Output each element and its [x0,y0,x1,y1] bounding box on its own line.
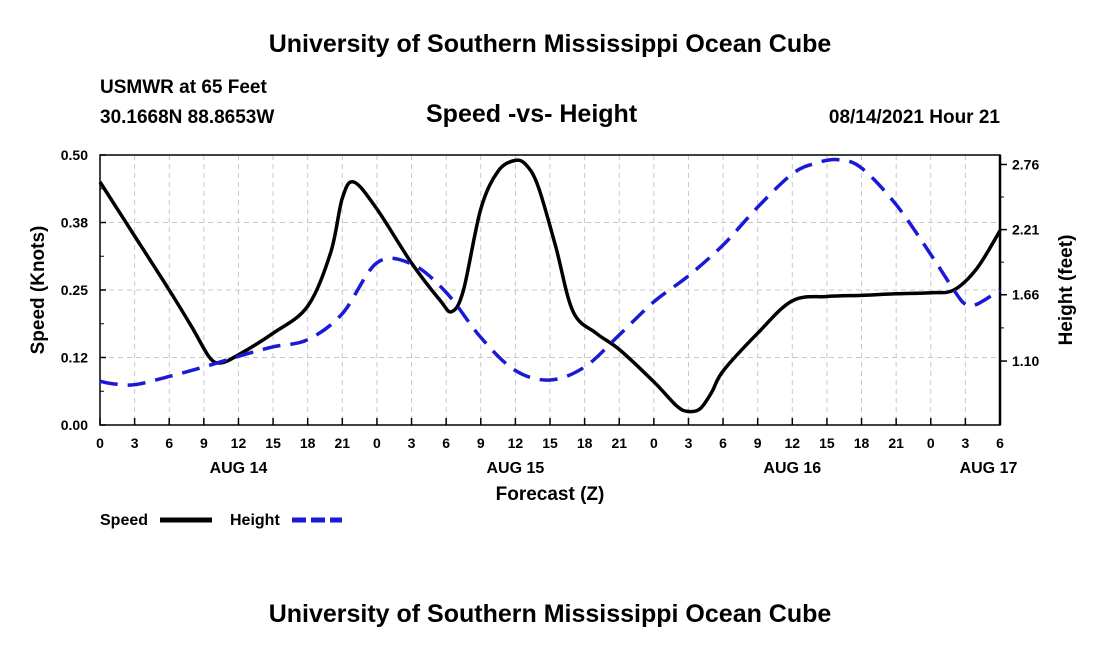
y-tick-label: 0.00 [61,417,88,433]
y2-tick-label: 1.66 [1012,287,1039,303]
x-axis-label: Forecast (Z) [496,484,605,505]
x-tick-label: 0 [650,435,658,451]
x-tick-label: 6 [165,435,173,451]
x-tick-label: 15 [542,435,558,451]
x-tick-label: 18 [854,435,870,451]
x-tick-label: 6 [719,435,727,451]
y-axis-label: Speed (Knots) [28,226,49,355]
date-label: AUG 16 [763,460,821,477]
coordinates-label: 30.1668N 88.8653W [100,107,275,128]
x-tick-label: 0 [373,435,381,451]
legend-label-height: Height [230,512,280,529]
y2-tick-label: 1.10 [1012,353,1039,369]
x-tick-label: 9 [200,435,208,451]
chart-title: Speed -vs- Height [426,100,638,128]
x-tick-label: 12 [785,435,801,451]
page-title: University of Southern Mississippi Ocean… [268,30,832,58]
x-tick-label: 15 [265,435,281,451]
x-tick-label: 9 [754,435,762,451]
legend-label-speed: Speed [100,512,148,529]
date-label: AUG 17 [960,460,1018,477]
x-tick-label: 12 [231,435,247,451]
date-label: AUG 15 [486,460,544,477]
date-label: AUG 14 [210,460,268,477]
x-tick-label: 21 [611,435,627,451]
x-tick-label: 3 [131,435,139,451]
footer-title: University of Southern Mississippi Ocean… [268,600,832,628]
x-tick-label: 3 [685,435,693,451]
y2-tick-label: 2.76 [1012,156,1039,172]
x-tick-label: 18 [300,435,316,451]
y-tick-label: 0.12 [61,350,88,366]
datetime-label: 08/14/2021 Hour 21 [828,107,1000,128]
x-tick-label: 9 [477,435,485,451]
x-tick-label: 6 [996,435,1004,451]
x-tick-label: 3 [961,435,969,451]
y-tick-label: 0.25 [61,282,88,298]
x-tick-label: 3 [408,435,416,451]
y2-axis-label: Height (feet) [1056,235,1077,346]
y-tick-label: 0.38 [61,215,88,231]
x-tick-label: 0 [96,435,104,451]
x-tick-label: 6 [442,435,450,451]
station-label: USMWR at 65 Feet [100,77,267,98]
x-tick-label: 15 [819,435,835,451]
x-tick-label: 21 [335,435,351,451]
y2-tick-label: 2.21 [1012,222,1039,238]
x-tick-label: 0 [927,435,935,451]
x-tick-label: 12 [508,435,524,451]
series-speed-line [98,158,1002,414]
y-tick-label: 0.50 [61,147,88,163]
series-height-line [99,157,1001,387]
x-tick-label: 21 [888,435,904,451]
x-tick-label: 18 [577,435,593,451]
